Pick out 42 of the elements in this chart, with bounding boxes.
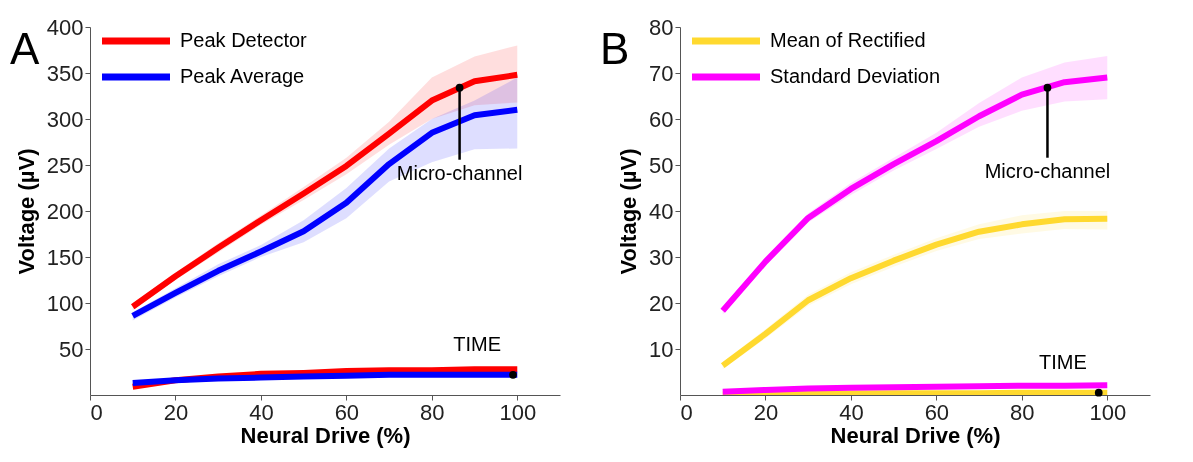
y-tick-label: 50 [59, 336, 84, 362]
x-tick-label: 0 [680, 399, 693, 425]
chart-title: B [600, 24, 630, 73]
annotation: Micro-channel [396, 161, 523, 184]
x-tick-label: 80 [1010, 399, 1035, 425]
y-axis-title: Voltage (µV) [13, 148, 39, 275]
x-tick-label: 100 [499, 399, 537, 425]
legend-label: Mean of Rectified [770, 29, 926, 51]
legend-label: Peak Detector [180, 29, 308, 51]
annotation: TIME [1038, 350, 1087, 373]
y-tick-label: 60 [649, 106, 674, 132]
x-tick-label: 40 [839, 399, 864, 425]
annotation: Micro-channel [984, 159, 1111, 182]
y-tick-label: 20 [649, 290, 674, 316]
y-tick-label: 250 [46, 152, 84, 178]
x-tick-label: 40 [249, 399, 274, 425]
y-tick-label: 200 [46, 198, 84, 224]
x-axis-title: Neural Drive (%) [240, 422, 411, 448]
y-tick-label: 30 [649, 244, 674, 270]
y-tick-label: 10 [649, 336, 674, 362]
y-tick-label: 80 [649, 14, 674, 40]
x-tick-label: 100 [1089, 399, 1127, 425]
y-tick-label: 40 [649, 198, 674, 224]
y-tick-label: 70 [649, 60, 674, 86]
y-tick-label: 150 [46, 244, 84, 270]
x-tick-label: 60 [334, 399, 360, 425]
y-tick-label: 350 [46, 60, 84, 86]
annotation: TIME [453, 332, 501, 355]
x-tick-label: 0 [90, 399, 103, 425]
chart-title: A [10, 24, 40, 73]
y-tick-label: 400 [46, 14, 84, 40]
y-tick-label: 50 [649, 152, 674, 178]
y-tick-label: 100 [46, 290, 84, 316]
y-axis-title: Voltage (µV) [616, 148, 642, 275]
x-tick-label: 20 [753, 399, 779, 425]
legend-label: Standard Deviation [770, 65, 941, 87]
legend-label: Peak Average [180, 65, 305, 87]
x-axis-title: Neural Drive (%) [830, 422, 1001, 448]
x-tick-label: 60 [924, 399, 950, 425]
y-tick-label: 300 [46, 106, 84, 132]
x-tick-label: 80 [420, 399, 445, 425]
x-tick-label: 20 [163, 399, 189, 425]
